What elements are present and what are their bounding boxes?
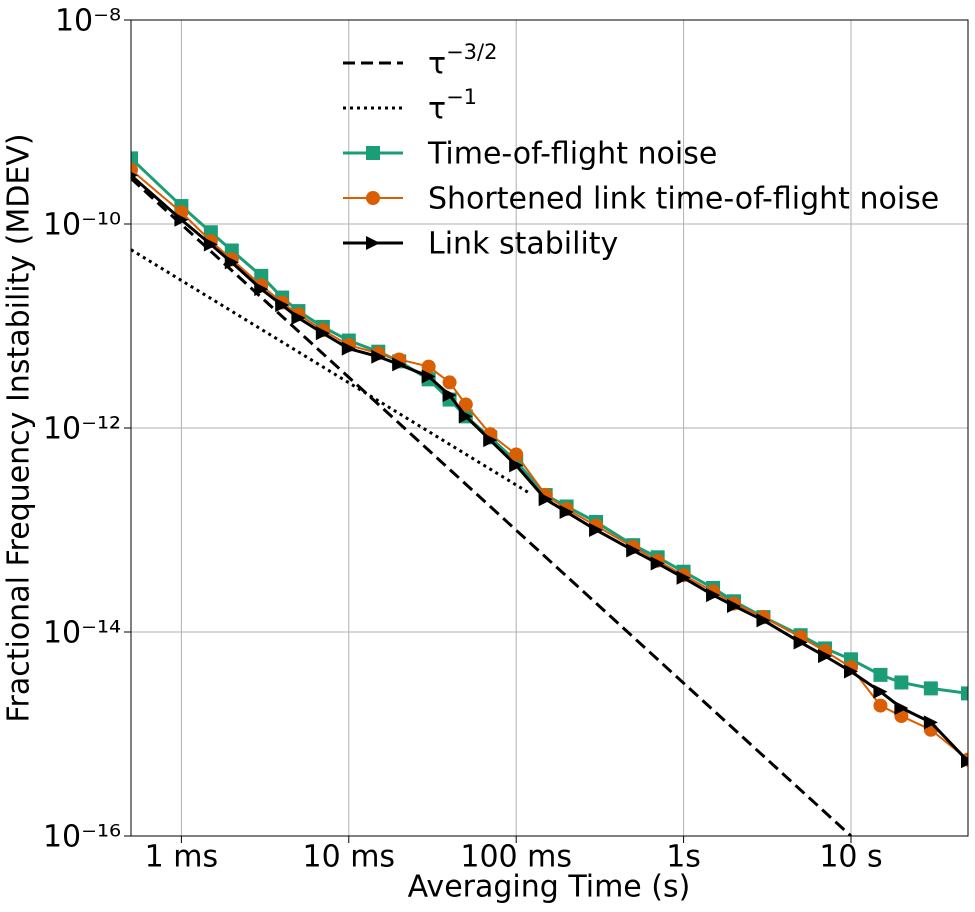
marker xyxy=(458,409,473,424)
marker xyxy=(275,298,290,313)
marker xyxy=(366,191,380,205)
marker xyxy=(873,698,888,713)
y-tick-label: 10⁻¹² xyxy=(43,412,121,447)
marker xyxy=(421,359,436,374)
x-tick-label: 100 ms xyxy=(460,840,572,875)
marker xyxy=(559,505,574,520)
marker xyxy=(843,664,858,679)
x-tick-label: 1s xyxy=(666,840,701,875)
marker xyxy=(366,146,380,160)
x-tick-label: 10 s xyxy=(819,840,882,875)
marker xyxy=(509,458,524,473)
marker xyxy=(371,349,386,364)
marker xyxy=(650,556,665,571)
marker xyxy=(421,369,436,384)
marker xyxy=(706,588,721,603)
marker xyxy=(483,433,498,448)
marker xyxy=(509,447,524,462)
marker xyxy=(291,310,306,325)
marker xyxy=(442,388,457,403)
marker xyxy=(726,598,741,613)
marker xyxy=(793,635,808,650)
marker xyxy=(392,357,407,372)
marker xyxy=(203,237,218,252)
data-layer xyxy=(131,151,968,836)
legend-label: Link stability xyxy=(428,227,618,262)
marker xyxy=(818,649,833,664)
marker xyxy=(224,255,239,270)
marker xyxy=(923,681,938,696)
marker xyxy=(873,684,888,699)
marker xyxy=(626,543,641,558)
y-tick-label: 10⁻¹⁴ xyxy=(43,616,121,651)
series-line xyxy=(131,248,531,495)
marker xyxy=(315,326,330,341)
marker xyxy=(873,667,888,682)
y-tick-label: 10⁻¹⁶ xyxy=(43,820,121,855)
legend-label: Shortened link time-of-flight noise xyxy=(428,182,939,217)
marker xyxy=(442,375,457,390)
legend-item: Time-of-flight noise xyxy=(343,137,717,172)
marker xyxy=(254,282,269,297)
marker xyxy=(676,570,691,585)
axes: 1 ms 10 ms 100 ms 1s 10 s 10⁻¹⁶ 10⁻¹⁴ 10⁻¹² 10⁻¹… xyxy=(43,4,883,875)
marker xyxy=(538,492,553,507)
marker xyxy=(589,523,604,537)
marker xyxy=(756,613,771,628)
marker xyxy=(458,397,473,412)
marker xyxy=(961,686,968,701)
marker xyxy=(923,715,938,730)
marker xyxy=(961,754,968,769)
y-axis-label: Fractional Frequency Instability (MDEV) xyxy=(2,133,37,722)
marker xyxy=(341,341,356,356)
x-tick-label: 10 ms xyxy=(303,840,396,875)
marker xyxy=(131,171,138,179)
y-tick-label: 10⁻¹⁰ xyxy=(43,208,121,243)
x-axis-label: Averaging Time (s) xyxy=(408,870,691,905)
marker xyxy=(894,700,909,715)
marker xyxy=(131,151,138,166)
x-tick-label: 1 ms xyxy=(145,840,218,875)
legend-label: Time-of-flight noise xyxy=(427,137,717,172)
marker xyxy=(366,236,380,250)
marker xyxy=(174,212,189,227)
legend-item: Link stability xyxy=(343,227,618,262)
legend-item: Shortened link time-of-flight noise xyxy=(343,182,939,217)
y-tick-label: 10⁻⁸ xyxy=(55,4,121,39)
marker xyxy=(894,675,909,690)
series-line xyxy=(131,177,853,836)
